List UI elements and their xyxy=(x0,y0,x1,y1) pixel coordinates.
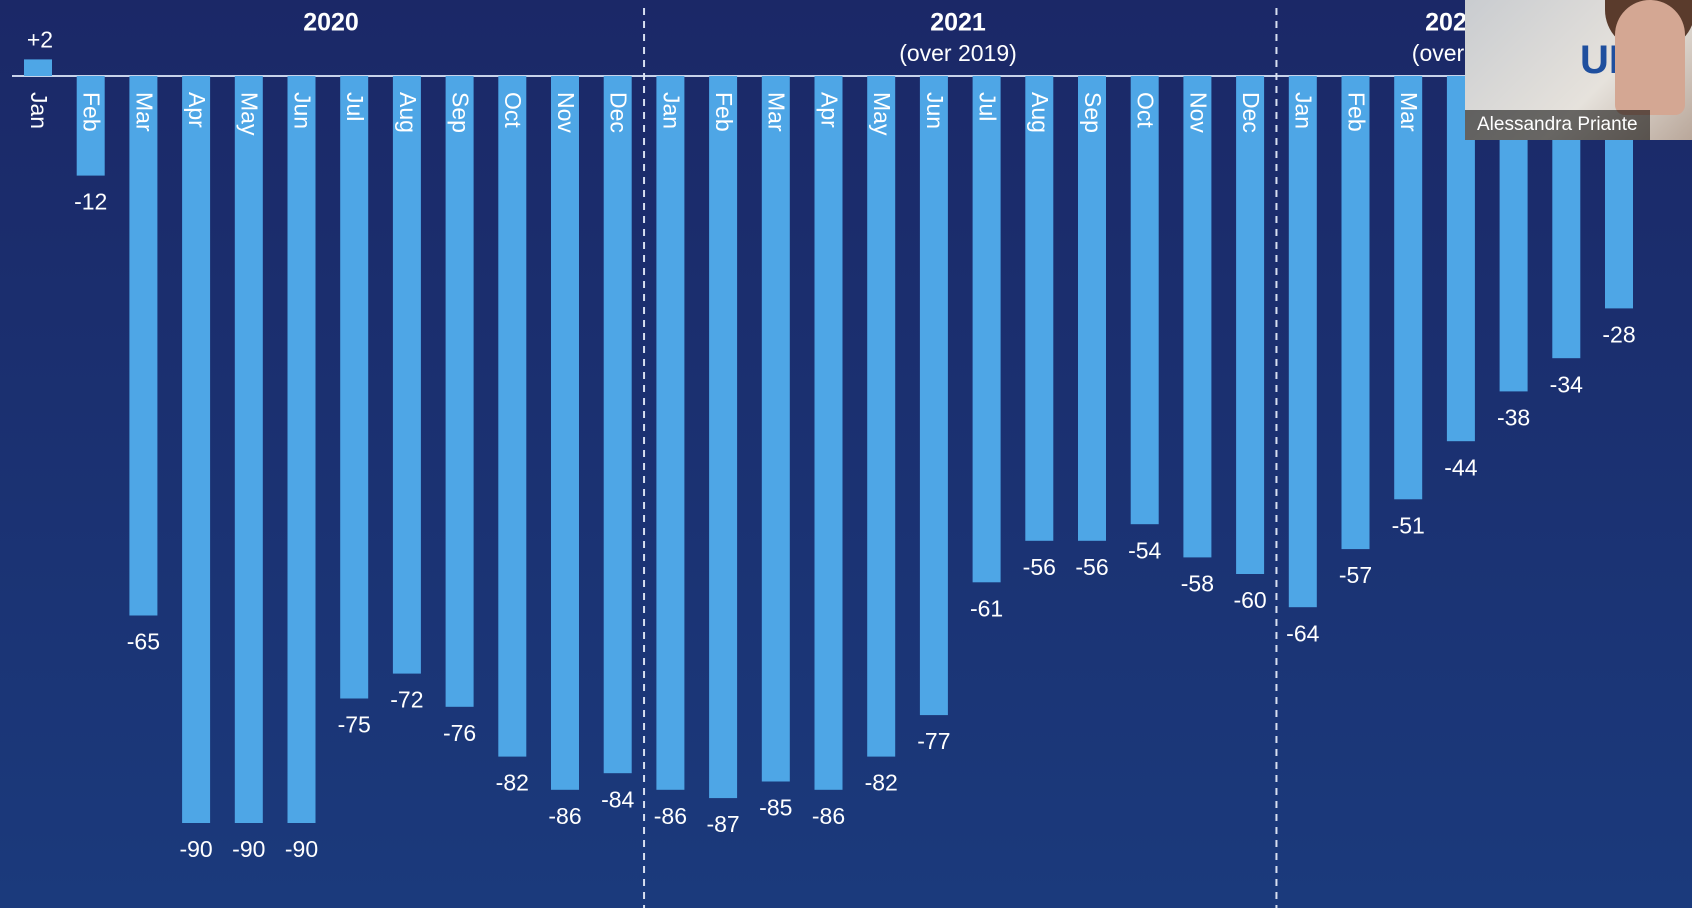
value-label: -86 xyxy=(812,803,845,829)
value-label: -64 xyxy=(1286,620,1319,646)
value-label: -90 xyxy=(285,836,318,862)
bar xyxy=(709,76,738,799)
bar xyxy=(1078,76,1106,541)
x-tick-label: Oct xyxy=(500,92,526,128)
value-label: -28 xyxy=(1602,321,1635,347)
value-label: -72 xyxy=(390,687,423,713)
webcam: UN Alessandra Priante xyxy=(1465,0,1692,140)
bar xyxy=(498,76,527,757)
x-tick-label: Aug xyxy=(1027,92,1053,133)
bar xyxy=(234,76,263,823)
bar xyxy=(1394,76,1423,500)
x-tick-label: Dec xyxy=(606,92,632,133)
value-label: -57 xyxy=(1339,562,1372,588)
x-tick-label: Apr xyxy=(184,92,210,128)
x-tick-label: Jan xyxy=(658,92,684,129)
value-label: -44 xyxy=(1444,454,1477,480)
value-label: -60 xyxy=(1233,587,1266,613)
bar xyxy=(182,76,211,823)
bar xyxy=(129,76,158,616)
value-label: -75 xyxy=(338,712,371,738)
value-label: -90 xyxy=(179,836,212,862)
bar xyxy=(814,76,843,790)
x-tick-label: Sep xyxy=(1080,92,1106,133)
value-label: -12 xyxy=(74,189,107,215)
x-tick-label: Feb xyxy=(1343,92,1369,132)
bar xyxy=(76,76,105,176)
x-tick-label: Jul xyxy=(342,92,368,121)
value-label: +2 xyxy=(27,26,53,52)
value-label: -51 xyxy=(1392,512,1425,538)
value-label: -86 xyxy=(654,803,687,829)
x-tick-label: Aug xyxy=(395,92,421,133)
bar xyxy=(919,76,948,716)
x-tick-label: Mar xyxy=(131,92,157,132)
bar xyxy=(24,59,52,76)
x-tick-label: Oct xyxy=(1133,92,1159,128)
group-sublabel: (over xyxy=(1412,40,1465,66)
value-label: -84 xyxy=(601,786,634,812)
x-tick-label: Feb xyxy=(711,92,737,132)
value-label: -34 xyxy=(1550,371,1583,397)
value-label: -54 xyxy=(1128,537,1161,563)
bar xyxy=(972,76,1001,583)
x-tick-label: Nov xyxy=(1185,92,1211,133)
value-label: -77 xyxy=(917,728,950,754)
value-label: -82 xyxy=(865,770,898,796)
bar xyxy=(656,76,685,790)
value-label: -56 xyxy=(1075,554,1108,580)
value-label: -58 xyxy=(1181,570,1214,596)
group-label: 202 xyxy=(1425,9,1467,37)
x-tick-label: Jan xyxy=(1291,92,1317,129)
bar xyxy=(761,76,790,782)
x-tick-label: May xyxy=(869,92,895,136)
x-tick-label: Jun xyxy=(922,92,948,129)
x-tick-label: Mar xyxy=(1396,92,1422,132)
group-label: 2020 xyxy=(303,9,359,37)
group-label: 2021 xyxy=(930,9,986,37)
bar xyxy=(1288,76,1317,608)
x-tick-label: Jul xyxy=(975,92,1001,121)
value-label: -61 xyxy=(970,595,1003,621)
value-label: -86 xyxy=(548,803,581,829)
value-label: -87 xyxy=(706,811,739,837)
x-tick-label: Jan xyxy=(26,92,52,129)
x-tick-label: Mar xyxy=(764,92,790,132)
bar xyxy=(1183,76,1212,558)
group-sublabel: (over 2019) xyxy=(899,40,1017,66)
bar xyxy=(551,76,579,790)
bar xyxy=(1130,76,1159,525)
value-label: -38 xyxy=(1497,404,1530,430)
x-tick-label: Jun xyxy=(289,92,315,129)
value-label: -76 xyxy=(443,720,476,746)
face xyxy=(1615,0,1685,115)
webcam-name: Alessandra Priante xyxy=(1465,110,1650,140)
bar xyxy=(1341,76,1370,550)
bar xyxy=(1025,76,1054,541)
x-tick-label: Feb xyxy=(79,92,105,132)
value-label: -85 xyxy=(759,795,792,821)
x-tick-label: Sep xyxy=(448,92,474,133)
x-tick-label: May xyxy=(237,92,263,136)
bar xyxy=(287,76,316,823)
x-tick-label: Dec xyxy=(1238,92,1264,133)
bar xyxy=(340,76,369,699)
bar xyxy=(1236,76,1265,574)
x-tick-label: Apr xyxy=(816,92,842,128)
value-label: -65 xyxy=(127,629,160,655)
bar xyxy=(445,76,474,707)
bar xyxy=(867,76,896,757)
x-tick-label: Nov xyxy=(553,92,579,133)
bar xyxy=(603,76,632,774)
value-label: -82 xyxy=(496,770,529,796)
bar xyxy=(392,76,421,674)
value-label: -90 xyxy=(232,836,265,862)
value-label: -56 xyxy=(1023,554,1056,580)
